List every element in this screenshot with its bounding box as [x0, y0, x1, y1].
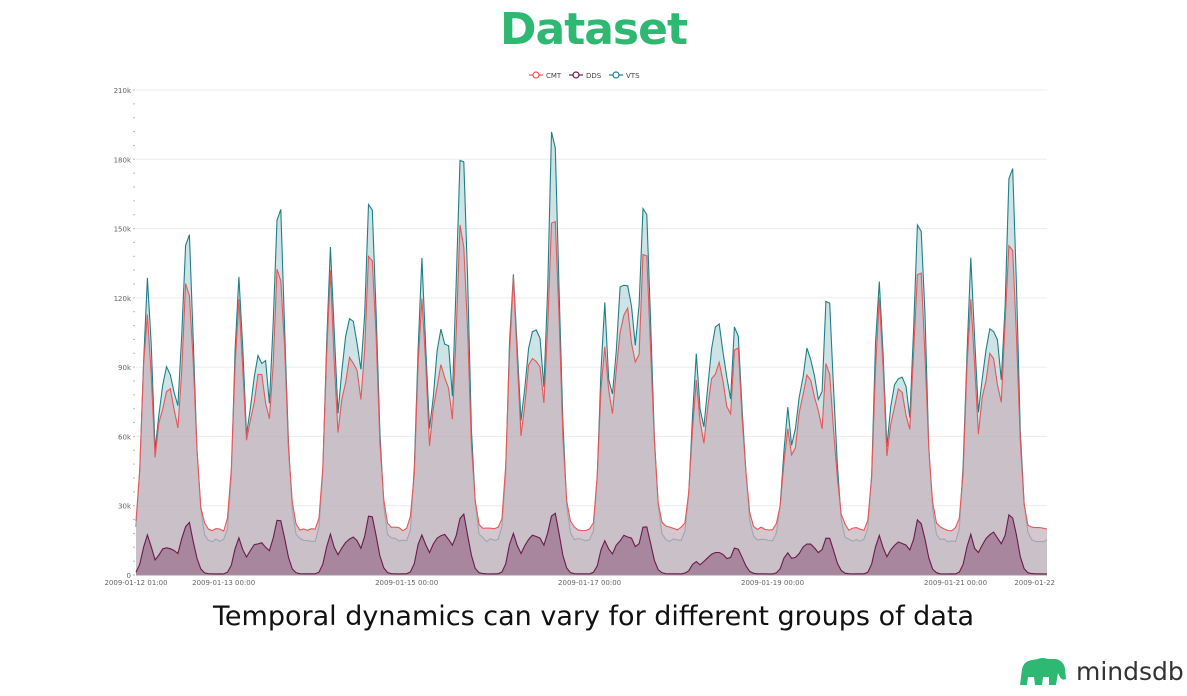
x-tick-label: 2009-01-15 00:00 — [375, 579, 438, 587]
x-tick-label: 2009-01-21 00:00 — [924, 579, 987, 587]
legend-marker-vts — [612, 71, 620, 79]
y-tick-label: 90k — [118, 364, 132, 372]
x-tick-label: 2009-01-22 — [1014, 579, 1055, 587]
legend-marker-dds — [572, 71, 580, 79]
y-tick-label: 210k — [114, 87, 132, 95]
y-tick-label: 150k — [114, 226, 132, 234]
legend-label-cmt: CMT — [546, 72, 562, 80]
x-tick-label: 2009-01-19 00:00 — [741, 579, 804, 587]
series-area-dds — [136, 513, 1047, 575]
mindsdb-logo-icon — [1020, 658, 1066, 685]
y-tick-label: 0 — [127, 572, 131, 580]
area-chart: 0 30k 60k 90k 120k 150k 180k 210k 2009-01-12 01:… — [104, 71, 1055, 587]
page-title: Dataset — [499, 4, 688, 55]
y-tick-label: 120k — [114, 295, 132, 303]
legend-label-vts: VTS — [626, 72, 640, 80]
series-line-cmt — [135, 220, 1048, 532]
mindsdb-brand[interactable]: mindsdb — [1018, 655, 1186, 691]
x-tick-label: 2009-01-17 00:00 — [558, 579, 621, 587]
y-tick-label: 60k — [118, 433, 132, 441]
x-tick-label: 2009-01-13 00:00 — [192, 579, 255, 587]
y-tick-label: 30k — [118, 503, 132, 511]
series-line-dds — [135, 512, 1047, 575]
series-area-cmt — [136, 221, 1047, 575]
y-tick-label: 180k — [114, 156, 132, 164]
legend-marker-cmt — [532, 71, 540, 79]
legend-label-dds: DDS — [586, 72, 602, 80]
brand-name: mindsdb — [1076, 657, 1184, 686]
chart-caption: Temporal dynamics can vary for different… — [213, 601, 974, 632]
x-tick-label: 2009-01-12 01:00 — [104, 579, 167, 587]
